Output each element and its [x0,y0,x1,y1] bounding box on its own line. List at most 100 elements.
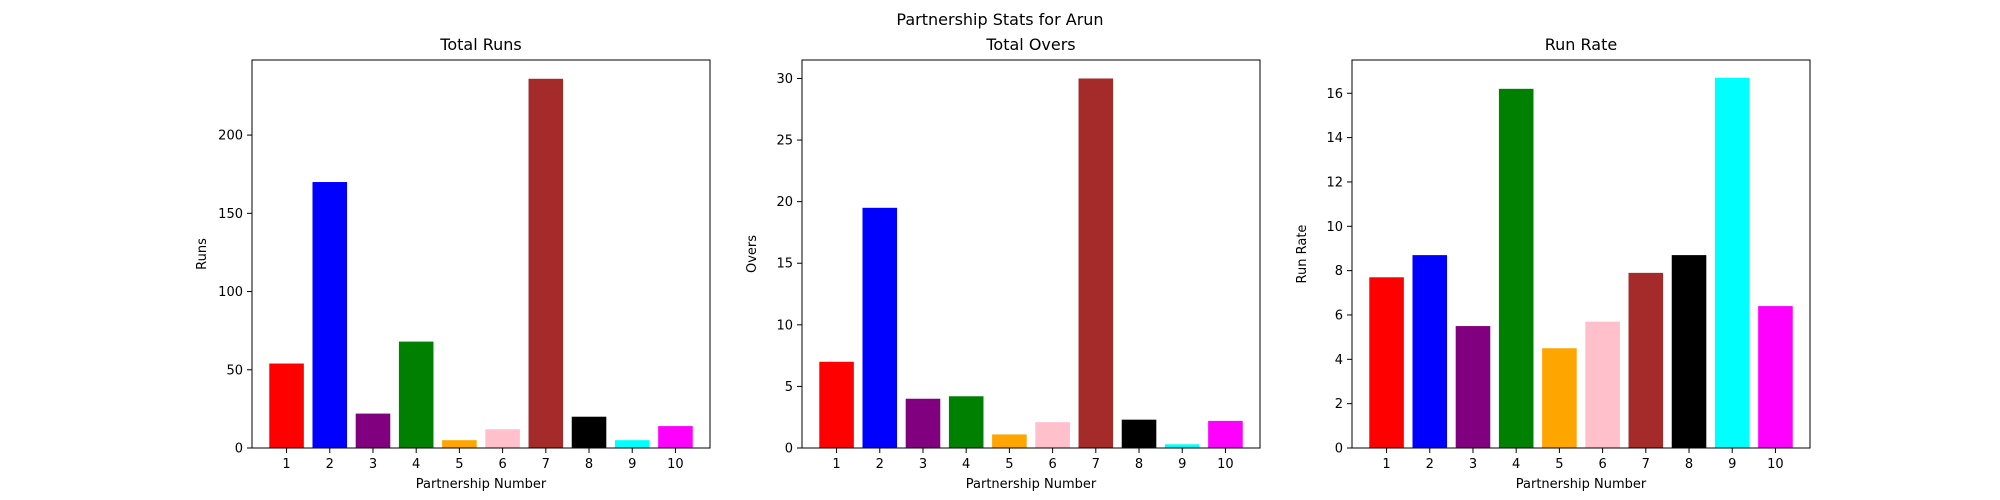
x-tick-label: 3 [1469,457,1477,472]
bar-1 [1369,277,1404,448]
x-tick-label: 10 [1767,457,1784,472]
bar-8 [1671,255,1707,448]
y-tick-label: 15 [776,257,793,272]
bar-3 [905,398,941,448]
bar-10 [658,426,693,448]
bar-9 [1164,444,1200,448]
bar-1 [269,363,304,448]
x-tick-label: 5 [1555,457,1563,472]
y-tick-label: 0 [785,442,793,457]
axes-frame [1351,59,1811,449]
bar-4 [398,341,434,448]
x-tick-label: 6 [1048,457,1056,472]
x-tick-label: 3 [919,457,927,472]
plot-area: 1 2 3 4 5 6 7 8 9 10 0 5 10 15 20 25 30 [776,59,1261,472]
x-tick-label: 2 [876,457,884,472]
chart-title: Run Rate [1545,35,1617,54]
bar-4 [1498,88,1534,448]
bar-2 [862,207,898,448]
y-tick-label: 10 [776,318,793,333]
bar-5 [442,440,477,448]
x-tick-label: 8 [1685,457,1693,472]
bar-2 [312,182,348,448]
y-tick-label: 150 [218,207,243,222]
bar-7 [1628,272,1664,448]
axes-frame [251,59,711,449]
bar-9 [1714,77,1750,449]
y-tick-label: 10 [1326,220,1343,235]
y-tick-label: 4 [1335,353,1343,368]
chart-title: Total Runs [439,35,521,54]
bar-6 [1035,422,1070,448]
x-tick-label: 10 [667,457,684,472]
y-tick-label: 6 [1335,308,1343,323]
y-tick-label: 0 [1335,442,1343,457]
bar-10 [1208,420,1243,448]
x-tick-label: 1 [282,457,290,472]
x-tick-label: 2 [326,457,334,472]
x-tick-label: 4 [1512,457,1520,472]
x-tick-label: 9 [628,457,636,472]
x-tick-label: 7 [542,457,550,472]
x-tick-label: 5 [455,457,463,472]
bar-2 [1412,255,1448,448]
x-tick-label: 5 [1005,457,1013,472]
y-tick-label: 0 [235,442,243,457]
y-axis-label: Run Rate [1295,225,1310,284]
y-tick-label: 16 [1326,87,1343,102]
y-tick-label: 100 [218,285,243,300]
bar-6 [485,429,520,448]
x-tick-label: 7 [1642,457,1650,472]
bar-4 [948,396,984,448]
x-tick-label: 9 [1178,457,1186,472]
x-axis-label: Partnership Number [966,477,1097,492]
bar-5 [992,434,1027,448]
x-tick-label: 3 [369,457,377,472]
x-tick-label: 9 [1728,457,1736,472]
x-axis-label: Partnership Number [1516,477,1647,492]
bar-3 [1455,326,1491,448]
bar-1 [819,361,854,448]
y-axis-label: Runs [195,238,210,270]
y-tick-label: 14 [1326,131,1343,146]
y-tick-label: 5 [785,380,793,395]
bar-8 [571,416,607,448]
bar-5 [1542,348,1577,448]
y-tick-label: 50 [226,363,243,378]
x-tick-label: 8 [1135,457,1143,472]
bar-7 [528,78,564,449]
bar-9 [614,440,650,448]
y-axis-label: Overs [745,235,760,273]
bar-10 [1758,306,1793,448]
bar-7 [1078,78,1114,448]
y-tick-label: 200 [218,129,243,144]
x-tick-label: 1 [832,457,840,472]
x-tick-label: 6 [498,457,506,472]
x-tick-label: 1 [1382,457,1390,472]
figure-title: Partnership Stats for Arun [896,10,1103,29]
chart-total-overs: Total Overs Partnership Number Overs 1 2 3… [745,35,1261,492]
axes-frame [801,59,1261,449]
y-tick-label: 25 [776,134,793,149]
chart-title: Total Overs [985,35,1075,54]
bar-3 [355,413,391,448]
y-tick-label: 12 [1326,175,1343,190]
y-tick-label: 2 [1335,397,1343,412]
bar-6 [1585,321,1620,448]
x-tick-label: 6 [1598,457,1606,472]
x-tick-label: 7 [1092,457,1100,472]
x-tick-label: 8 [585,457,593,472]
x-tick-label: 2 [1426,457,1434,472]
x-tick-label: 4 [962,457,970,472]
y-tick-label: 30 [776,72,793,87]
bar-8 [1121,419,1157,448]
y-tick-label: 20 [776,195,793,210]
x-axis-label: Partnership Number [416,477,547,492]
x-tick-label: 10 [1217,457,1234,472]
x-tick-label: 4 [412,457,420,472]
chart-total-runs: Total Runs Partnership Number Runs 1 2 3 4 5… [195,35,711,492]
